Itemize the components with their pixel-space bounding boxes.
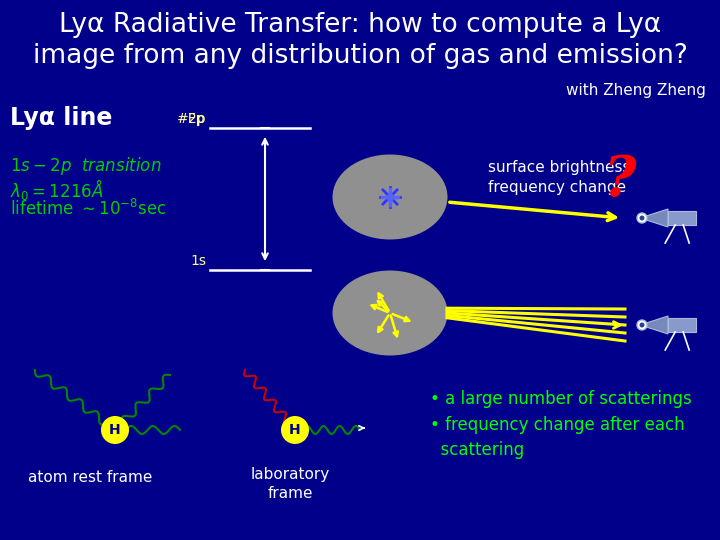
Text: surface brightness
frequency change: surface brightness frequency change [488, 160, 631, 195]
Text: ?: ? [604, 153, 636, 208]
Circle shape [637, 320, 647, 330]
Circle shape [639, 215, 644, 220]
Bar [668, 318, 696, 332]
Ellipse shape [333, 271, 448, 355]
Circle shape [101, 416, 129, 444]
Text: #Fp: #Fp [177, 112, 206, 126]
Ellipse shape [333, 154, 448, 240]
Text: $1s - 2p$  transition: $1s - 2p$ transition [10, 155, 161, 177]
Polygon shape [640, 209, 668, 227]
Text: laboratory
frame: laboratory frame [251, 467, 330, 501]
Text: with Zheng Zheng: with Zheng Zheng [566, 83, 706, 98]
Text: atom rest frame: atom rest frame [28, 470, 152, 485]
Polygon shape [640, 316, 668, 334]
Circle shape [639, 322, 644, 327]
Text: H: H [289, 423, 301, 437]
Circle shape [637, 213, 647, 223]
Text: $\lambda_0 = 1216\AA$: $\lambda_0 = 1216\AA$ [10, 177, 104, 202]
Text: H: H [109, 423, 121, 437]
Text: Lyα line: Lyα line [10, 106, 112, 130]
Text: Lyα Radiative Transfer: how to compute a Lyα
image from any distribution of gas : Lyα Radiative Transfer: how to compute a… [32, 12, 688, 69]
Text: 2p: 2p [189, 112, 206, 126]
Text: 1s: 1s [190, 254, 206, 268]
Circle shape [281, 416, 309, 444]
Text: lifetime $\sim 10^{-8}$sec: lifetime $\sim 10^{-8}$sec [10, 199, 166, 219]
Bar [668, 211, 696, 225]
Text: • a large number of scatterings
• frequency change after each
  scattering: • a large number of scatterings • freque… [430, 390, 692, 460]
